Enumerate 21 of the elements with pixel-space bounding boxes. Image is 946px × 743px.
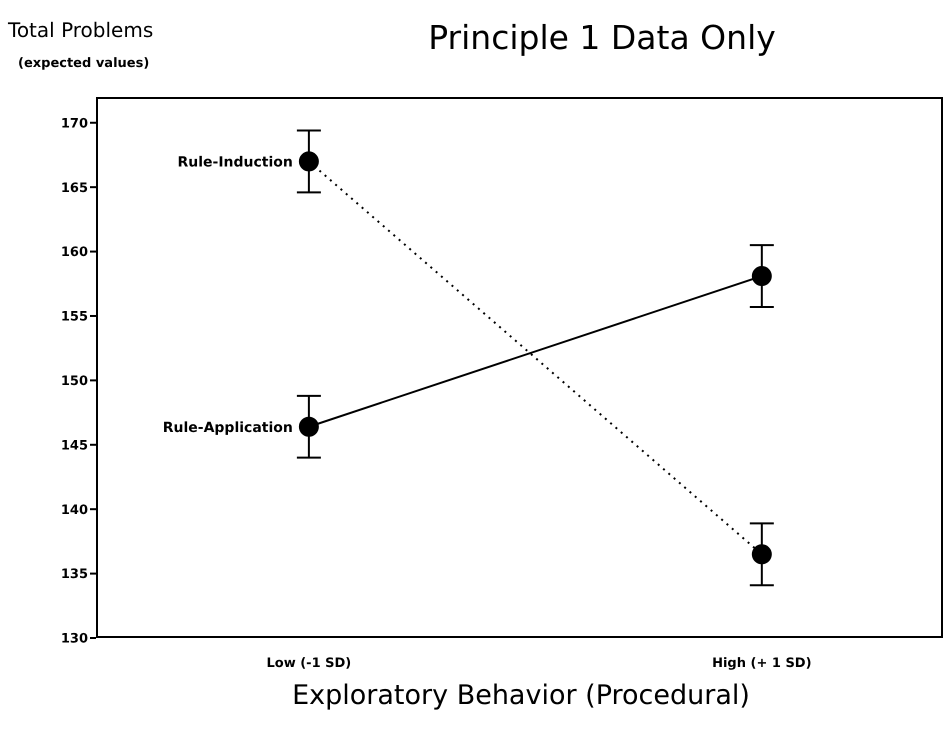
y-tick-label: 160	[60, 245, 88, 260]
y-tick-label: 165	[60, 180, 88, 196]
y-tick-label: 135	[60, 567, 88, 582]
y-tick-label: 145	[60, 438, 88, 454]
y-tick-label: 150	[60, 374, 88, 389]
point	[752, 266, 772, 286]
point	[298, 416, 319, 437]
x-tick-label: High (+ 1 SD)	[712, 656, 812, 672]
y-tick-label: 170	[60, 116, 88, 132]
series-label: Rule-Induction	[177, 154, 293, 170]
y-tick-label: 130	[60, 632, 88, 647]
chart-title: Principle 1 Data Only	[428, 18, 776, 57]
text: (expected values)	[18, 56, 150, 71]
point	[298, 151, 319, 172]
y-tick-label: 140	[60, 502, 88, 518]
x-tick-label: Low (-1 SD)	[266, 656, 352, 672]
y-tick-label: 155	[60, 310, 88, 325]
series-label: Rule-Application	[162, 420, 293, 436]
x-axis-title: Exploratory Behavior (Procedural)	[291, 680, 751, 711]
point	[752, 544, 772, 564]
y-axis-title: Total Problems	[8, 18, 154, 42]
